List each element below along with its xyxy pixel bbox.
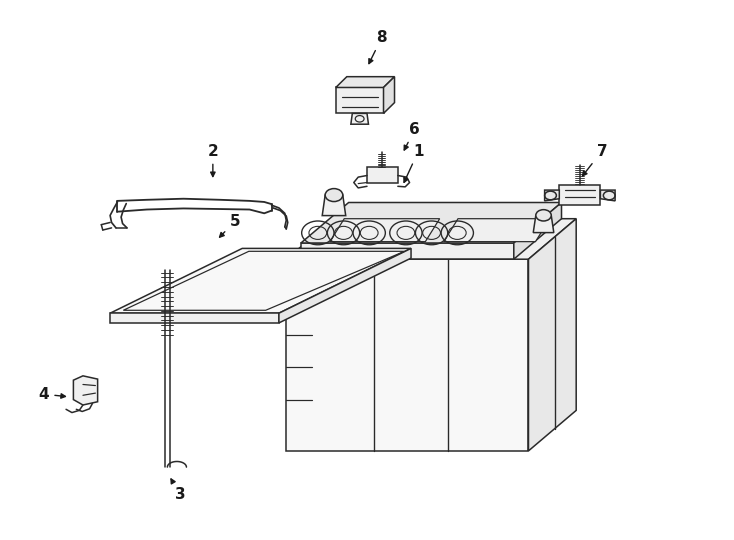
Polygon shape [383, 77, 395, 113]
Polygon shape [301, 202, 562, 243]
Polygon shape [279, 248, 411, 323]
Polygon shape [351, 113, 368, 124]
Text: 5: 5 [219, 214, 240, 237]
Text: 4: 4 [39, 387, 65, 402]
Text: 1: 1 [404, 144, 424, 183]
Polygon shape [545, 190, 559, 201]
Polygon shape [73, 376, 98, 405]
Polygon shape [367, 167, 398, 183]
Polygon shape [322, 195, 346, 215]
Polygon shape [559, 185, 600, 205]
Text: 2: 2 [208, 144, 218, 177]
Polygon shape [533, 215, 553, 233]
Polygon shape [443, 219, 550, 241]
Polygon shape [330, 219, 440, 241]
Polygon shape [301, 243, 514, 259]
Circle shape [536, 210, 551, 221]
Polygon shape [336, 77, 395, 87]
Text: 6: 6 [404, 122, 420, 150]
Polygon shape [286, 219, 576, 259]
Polygon shape [110, 313, 279, 323]
Circle shape [325, 188, 343, 201]
Text: 3: 3 [171, 479, 185, 502]
Text: 8: 8 [369, 30, 387, 64]
Polygon shape [514, 202, 562, 259]
Polygon shape [286, 259, 528, 451]
Polygon shape [336, 87, 383, 113]
Polygon shape [600, 190, 615, 201]
Polygon shape [110, 248, 411, 313]
Polygon shape [528, 219, 576, 451]
Text: 7: 7 [583, 144, 607, 176]
